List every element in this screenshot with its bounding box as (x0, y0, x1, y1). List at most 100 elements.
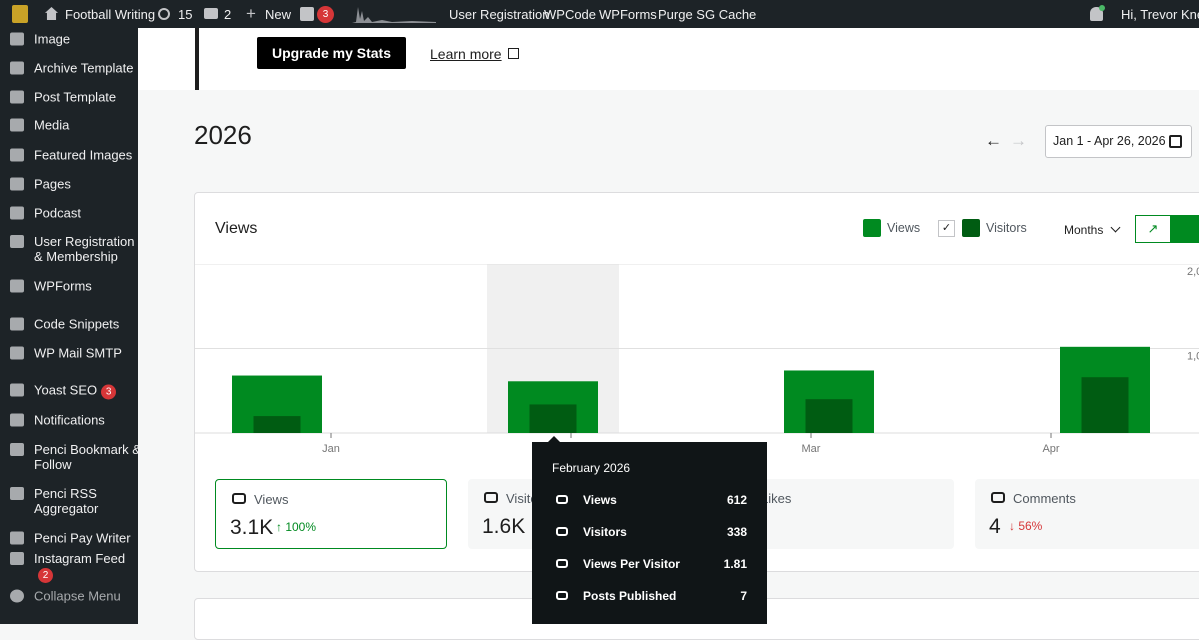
home-icon (45, 7, 58, 20)
comment-icon (991, 492, 1005, 503)
tooltip-value: 7 (740, 589, 747, 603)
collapse-icon (10, 589, 24, 603)
bar (253, 416, 301, 433)
tooltip-icon (556, 591, 568, 600)
menu-label: Code Snippets (34, 316, 120, 332)
tooltip-label: Visitors (583, 525, 627, 539)
site-name[interactable]: Football Writing (65, 7, 156, 22)
menu-icon (10, 118, 24, 132)
line-toggle[interactable]: ↗ (1135, 215, 1171, 243)
menu-icon (10, 413, 24, 427)
menu-item[interactable]: Image (10, 32, 138, 47)
menu-label: Penci Bookmark & Follow (34, 442, 138, 472)
yoast-badge: 3 (317, 6, 334, 23)
upgrade-button[interactable]: Upgrade my Stats (257, 37, 406, 69)
menu-label: Archive Template (34, 60, 134, 76)
bar (529, 404, 577, 433)
menu-item[interactable]: Penci RSS Aggregator (10, 486, 138, 516)
tooltip-icon (556, 495, 568, 504)
tooltip-value: 1.81 (723, 557, 747, 571)
menu-label: WP Mail SMTP (34, 345, 122, 361)
stat-card[interactable]: Comments 4 ↓ 56% (975, 479, 1199, 549)
menu-label: Yoast SEO (34, 382, 98, 398)
menu-label: Post Template (34, 89, 117, 105)
menu-item[interactable]: Code Snippets (10, 316, 138, 332)
menu-icon (10, 61, 24, 75)
menu-label: Penci Pay Writer (34, 530, 131, 546)
comments-count[interactable]: 2 (224, 7, 232, 22)
menu-icon (10, 148, 24, 162)
site-logo[interactable] (12, 5, 28, 23)
menu-icon (10, 235, 24, 248)
collapse-menu[interactable]: Collapse Menu (10, 589, 138, 604)
tooltip-icon (556, 559, 568, 568)
menu-icon (10, 443, 24, 456)
legend-checkbox: ✓ (938, 220, 955, 237)
next-arrow: → (1010, 131, 1027, 150)
admin-link[interactable]: WPForms (599, 7, 657, 22)
notification-dot (1099, 5, 1105, 11)
greeting[interactable]: Hi, Trevor Knell (1121, 7, 1199, 22)
menu-label: Penci RSS Aggregator (34, 486, 99, 516)
stat-label: Comments (1013, 491, 1076, 506)
menu-badge: 3 (101, 384, 117, 400)
sidebar: Image Archive Template Post Template Media F… (0, 28, 138, 624)
menu-icon (10, 552, 24, 565)
new-link[interactable]: New (265, 7, 292, 22)
menu-item[interactable]: Featured Images (10, 148, 138, 163)
menu-item[interactable]: Post Template (10, 89, 138, 105)
menu-label: Instagram Feed (34, 551, 126, 566)
learn-more-link[interactable]: Learn more (430, 46, 502, 62)
menu-icon (10, 317, 24, 331)
comments-icon (204, 8, 218, 19)
menu-icon (10, 346, 24, 360)
tooltip-label: Views (583, 493, 617, 507)
legend-swatch (962, 219, 980, 237)
date-range: Jan 1 - Apr 26, 2026 (1053, 134, 1166, 148)
menu-icon (10, 279, 24, 293)
x-tick-label: Mar (802, 443, 821, 455)
admin-link[interactable]: WPCode (544, 7, 597, 22)
stat-value: 3.1K (230, 516, 274, 539)
x-tick-label: Apr (1042, 443, 1059, 455)
menu-item[interactable]: WP Mail SMTP (10, 345, 138, 361)
menu-icon (10, 206, 24, 220)
tooltip-label: Posts Published (583, 589, 677, 603)
bar-toggle[interactable] (1171, 215, 1199, 243)
tooltip-row: Posts Published 7 (532, 589, 767, 609)
menu-item[interactable]: User Registration & Membership (10, 234, 138, 264)
eye-icon (232, 493, 246, 504)
menu-item[interactable]: Notifications (10, 413, 138, 428)
menu-item[interactable]: Archive Template (10, 60, 138, 76)
menu-label: User Registration & Membership (34, 234, 135, 264)
menu-icon (10, 531, 24, 545)
banner-accent (195, 28, 199, 90)
year-heading: 2026 (194, 120, 252, 150)
prev-arrow[interactable]: ← (985, 131, 1002, 150)
admin-link[interactable]: User Registration (449, 7, 550, 22)
menu-item[interactable]: WPForms (10, 279, 138, 294)
updates-count[interactable]: 15 (178, 7, 193, 22)
stat-card[interactable]: Views 3.1K ↑ 100% (215, 479, 447, 549)
menu-icon (10, 177, 24, 191)
menu-item[interactable]: Podcast (10, 206, 138, 221)
date-range-button[interactable]: Jan 1 - Apr 26, 2026 (1045, 125, 1192, 158)
tooltip-icon (556, 527, 568, 536)
menu-label: Pages (34, 176, 71, 192)
chart-tooltip: February 2026 Views 612 Visitors 338 Views P… (532, 442, 767, 624)
menu-badge: 2 (38, 568, 53, 583)
menu-item[interactable]: Yoast SEO 3 (10, 382, 138, 400)
external-icon (508, 48, 519, 59)
menu-item[interactable]: Media (10, 118, 138, 133)
interval-select[interactable]: Months (1064, 223, 1104, 237)
menu-item[interactable]: Penci Bookmark & Follow (10, 442, 138, 472)
bar (805, 399, 853, 433)
menu-item[interactable]: Pages (10, 176, 138, 192)
menu-item[interactable]: Penci Pay Writer (10, 530, 138, 546)
admin-link[interactable]: Purge SG Cache (658, 7, 757, 22)
menu-item[interactable]: Instagram Feed 2 (10, 551, 138, 583)
stat-change: ↓ 56% (1009, 519, 1043, 533)
stats-sparkline[interactable] (352, 5, 436, 23)
yoast-icon[interactable] (300, 7, 314, 21)
